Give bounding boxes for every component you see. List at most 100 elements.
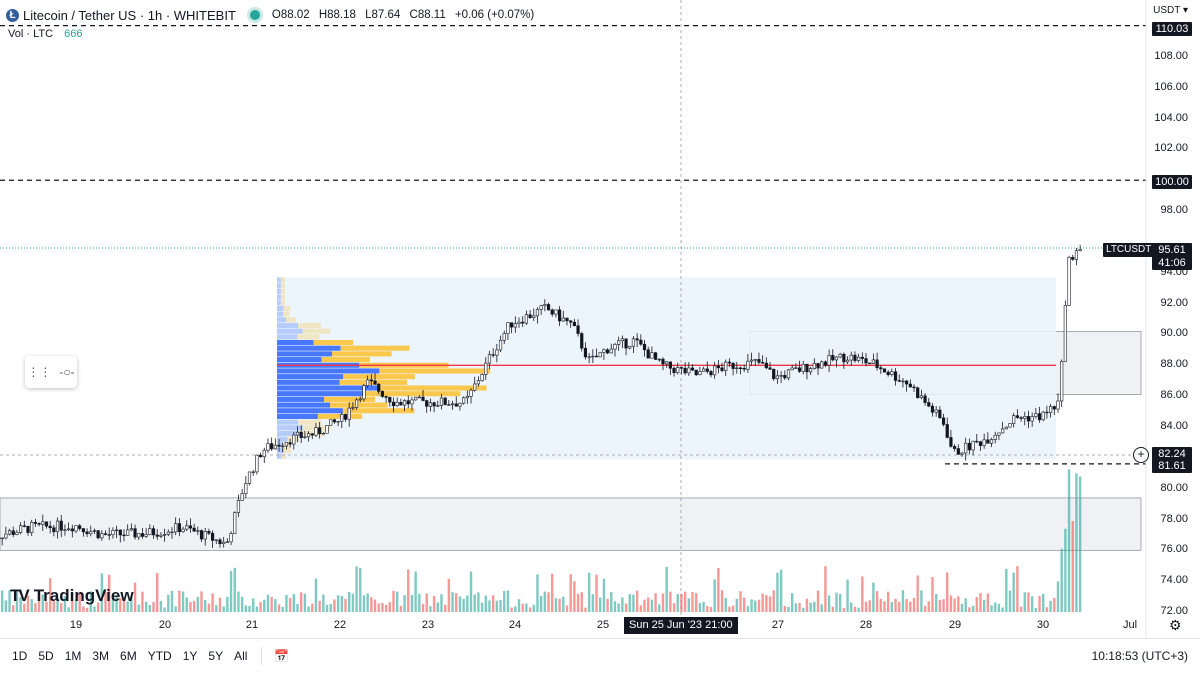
range-button-all[interactable]: All	[234, 648, 248, 663]
volume-bar	[757, 599, 761, 612]
range-button-3m[interactable]: 3M	[92, 648, 110, 663]
volume-bar	[861, 576, 864, 612]
volume-bar	[1067, 469, 1071, 612]
volume-bar	[824, 566, 827, 612]
volume-bar	[491, 595, 495, 612]
drag-handle-icon[interactable]: ⋮⋮	[27, 365, 52, 379]
volume-bar	[905, 599, 908, 612]
candle-body	[118, 529, 122, 536]
candle-body	[270, 443, 274, 450]
candle-body	[893, 371, 898, 381]
volume-bar	[351, 593, 355, 612]
volume-bar	[115, 596, 118, 612]
volume-bar	[798, 602, 801, 612]
volume-bar	[539, 595, 543, 612]
volume-bar	[591, 594, 595, 612]
symbol-header: Ł Litecoin / Tether US · 1h · WHITEBIT O…	[6, 6, 540, 24]
volume-bar	[514, 606, 517, 612]
candle-body	[690, 367, 695, 371]
volume-bar	[783, 606, 786, 612]
line-tool-icon[interactable]: -○-	[59, 365, 75, 379]
volume-bar	[74, 599, 78, 612]
volume-bar	[392, 590, 395, 612]
time-tick-label: 19	[69, 619, 83, 631]
clock-timezone[interactable]: 10:18:53 (UTC+3)	[1091, 649, 1188, 663]
range-button-1y[interactable]: 1Y	[182, 648, 198, 663]
volume-bar	[311, 603, 314, 612]
range-button-5y[interactable]: 5Y	[208, 648, 224, 663]
candle-body	[340, 414, 344, 422]
volume-bar	[399, 605, 403, 612]
range-button-5d[interactable]: 5D	[38, 648, 54, 663]
drawing-tool-widget[interactable]: ⋮⋮ -○-	[25, 356, 77, 388]
volume-bar	[879, 598, 882, 612]
candle-body	[602, 349, 606, 353]
range-button-1d[interactable]: 1D	[12, 648, 28, 663]
volume-bar	[211, 593, 214, 612]
volume-bar	[654, 593, 657, 612]
symbol-title[interactable]: Litecoin / Tether US · 1h · WHITEBIT	[23, 7, 236, 23]
volume-bar	[255, 606, 259, 612]
candle-body	[1037, 413, 1042, 421]
candle-body	[92, 530, 97, 532]
goto-date-icon[interactable]: 📅	[274, 648, 290, 663]
volume-bar	[1060, 548, 1063, 612]
range-button-ytd[interactable]: YTD	[147, 648, 172, 663]
vp-down-row	[283, 448, 292, 454]
volume-bar	[122, 598, 126, 612]
volume-bar	[410, 594, 414, 612]
volume-bar	[975, 597, 978, 612]
volume-bar	[728, 606, 731, 612]
candle-body	[1056, 400, 1060, 410]
vp-down-row	[280, 294, 285, 300]
close-value: C88.11	[409, 9, 446, 21]
volume-bar	[189, 601, 192, 612]
volume-bar	[207, 603, 211, 612]
volume-bar	[521, 603, 524, 612]
candle-body	[631, 338, 636, 347]
settings-gear-icon[interactable]: ⚙	[1169, 617, 1182, 633]
candle-body	[513, 323, 517, 328]
vp-down-row	[339, 379, 408, 385]
candle-body	[960, 452, 964, 455]
candle-body	[653, 352, 658, 360]
volume-bar	[543, 591, 547, 612]
candle-body	[532, 315, 536, 318]
volume-bar	[695, 593, 698, 612]
volume-bar	[960, 603, 964, 612]
vp-up-row	[277, 322, 299, 329]
currency-selector[interactable]: USDT ▾	[1153, 5, 1188, 16]
range-button-1m[interactable]: 1M	[64, 648, 82, 663]
candle-body	[177, 523, 181, 532]
time-tick-label: 20	[158, 619, 172, 631]
price-tick-label: 92.00	[1160, 296, 1188, 309]
candle-body	[864, 358, 868, 364]
candle-body	[225, 541, 229, 543]
zone-gray_box-0	[0, 497, 1142, 551]
candle-body	[1071, 257, 1075, 260]
vp-down-row	[313, 339, 354, 346]
price-chart[interactable]	[0, 0, 1200, 638]
volume-bar	[499, 599, 502, 612]
candle-body	[554, 309, 558, 315]
volume-bar	[735, 599, 739, 612]
candle-body	[491, 354, 495, 356]
candle-body	[986, 439, 990, 444]
candle-body	[273, 444, 277, 450]
candle-body	[480, 374, 484, 382]
add-alert-plus-icon[interactable]: +	[1133, 447, 1149, 463]
volume-label[interactable]: Vol · LTC	[8, 28, 54, 40]
volume-bar	[233, 567, 236, 612]
candle-body	[192, 527, 196, 532]
volume-bar	[96, 602, 100, 612]
volume-bar	[63, 596, 67, 612]
low-line-price-label: 81.61	[1152, 459, 1192, 473]
vp-down-row	[377, 385, 487, 391]
candle-body	[15, 532, 19, 535]
range-button-6m[interactable]: 6M	[120, 648, 137, 663]
vp-down-row	[321, 357, 370, 363]
volume-bar	[650, 599, 654, 612]
candle-body	[797, 367, 802, 372]
watermark-text: TradingView	[33, 586, 134, 605]
volume-bar	[322, 594, 325, 612]
